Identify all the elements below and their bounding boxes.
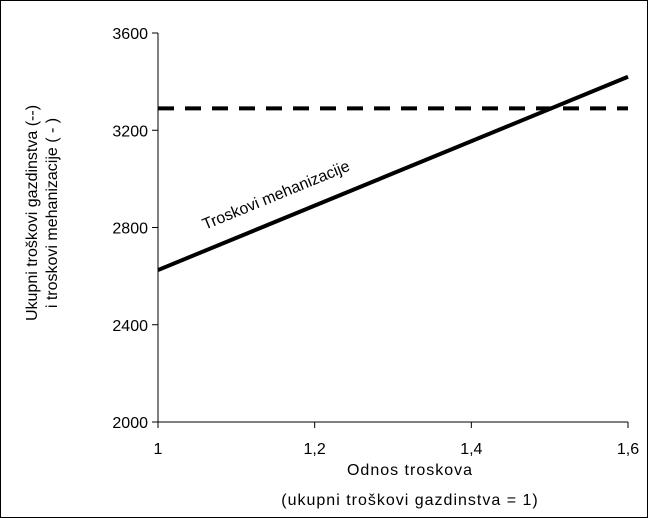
axes: [157, 33, 628, 423]
series-troskovi-mehanizacije-line: [157, 74, 629, 272]
y-tick-label: 3200: [112, 123, 148, 140]
y-axis-title-line2: i troskovi mehanizacije ( - ): [44, 118, 61, 308]
y-axis-title-line1: Ukupni troškovi gazdinstva (--): [24, 105, 41, 321]
y-tick-label: 2800: [112, 221, 148, 238]
x-axis-title-line1: Odnos troskova: [347, 462, 473, 479]
x-tick-label: 1,4: [460, 441, 482, 458]
x-tick-label: 1: [154, 441, 163, 458]
y-tick-label: 2400: [112, 318, 148, 335]
y-ticks: 2000 2400 2800 3200 3600: [112, 26, 158, 432]
y-tick-label: 2000: [112, 415, 148, 432]
series-layer: [157, 74, 629, 272]
x-tick-label: 1,2: [304, 441, 326, 458]
x-ticks: 1 1,2 1,4 1,6: [154, 422, 639, 458]
x-tick-label: 1,6: [617, 441, 639, 458]
x-axis-title-line2: (ukupni troškovi gazdinstva = 1): [281, 492, 538, 509]
y-tick-label: 3600: [112, 26, 148, 43]
